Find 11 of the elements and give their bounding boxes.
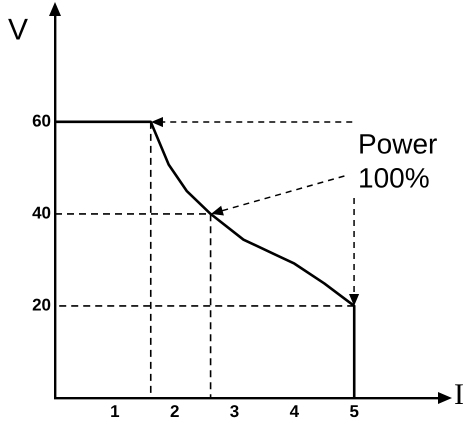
x-tick-label: 2 [170, 402, 180, 421]
x-tick-label: 4 [290, 402, 300, 421]
y-tick-label: 40 [32, 204, 51, 223]
x-tick-label: 1 [110, 402, 120, 421]
x-axis-title: I [454, 378, 464, 411]
x-tick-label: 3 [230, 402, 240, 421]
y-tick-label: 20 [32, 296, 51, 315]
y-tick-label: 60 [32, 112, 51, 131]
y-axis-title: V [8, 13, 28, 46]
x-tick-label: 5 [349, 402, 359, 421]
annotation: Power 100% [358, 128, 438, 194]
